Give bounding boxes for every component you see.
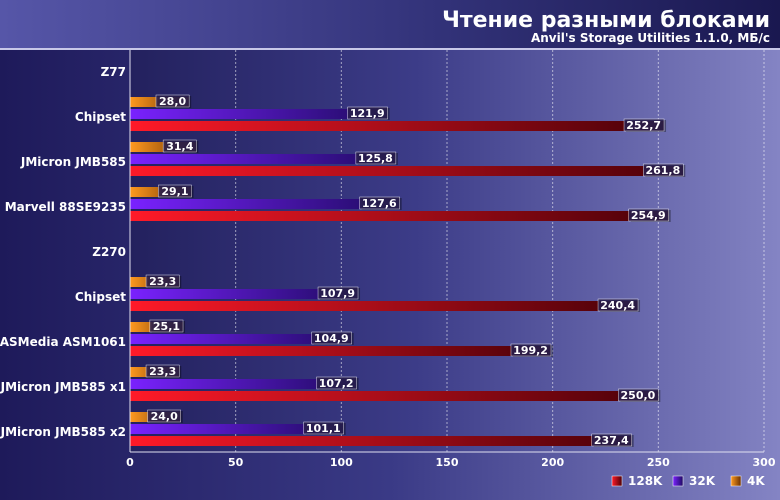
value-label: 101,1 xyxy=(306,422,341,435)
value-label-box xyxy=(628,208,669,222)
category-label: Z77 xyxy=(101,65,126,79)
value-label-box xyxy=(597,298,639,312)
value-label-box xyxy=(147,409,181,423)
legend-swatch-32k xyxy=(672,475,684,487)
x-tick-label: 50 xyxy=(228,456,244,469)
bar-128k xyxy=(130,391,659,401)
x-tick-labels: 0 50 100 150 200 250 300 xyxy=(126,456,776,469)
legend-label-4k: 4K xyxy=(747,474,765,488)
value-label: 237,4 xyxy=(594,434,629,447)
bar-32k xyxy=(130,154,396,164)
category-label: Z270 xyxy=(92,245,126,259)
bar-128k xyxy=(130,436,632,446)
x-tick-label: 250 xyxy=(647,456,670,469)
value-label: 254,9 xyxy=(631,209,666,222)
bar-32k xyxy=(130,379,357,389)
value-label-box xyxy=(158,184,192,198)
bar-32k xyxy=(130,424,344,434)
category-label: Marvell 88SE9235 xyxy=(5,200,126,214)
value-label-box xyxy=(347,106,388,120)
value-label-box xyxy=(643,163,684,177)
category-labels: Z77 Chipset JMicron JMB585 Marvell 88SE9235… xyxy=(0,65,126,439)
value-label-box xyxy=(355,151,397,165)
value-label: 25,1 xyxy=(153,320,180,333)
value-label: 252,7 xyxy=(626,119,661,132)
x-tick-label: 0 xyxy=(126,456,134,469)
x-tick-label: 100 xyxy=(330,456,353,469)
bar-32k xyxy=(130,109,388,119)
value-label-box xyxy=(623,118,665,132)
value-label-box xyxy=(149,319,184,333)
legend-swatch-128k xyxy=(611,475,623,487)
x-tick-label: 300 xyxy=(753,456,776,469)
value-label-box xyxy=(155,94,190,108)
value-label-box xyxy=(162,139,197,153)
bar-128k xyxy=(130,121,665,131)
legend-swatch-4k xyxy=(730,475,742,487)
value-label: 29,1 xyxy=(161,185,188,198)
value-label-box xyxy=(317,286,359,300)
bar-128k xyxy=(130,301,639,311)
value-label: 23,3 xyxy=(149,365,176,378)
legend-label-32k: 32K xyxy=(689,474,716,488)
category-label: JMicron JMB585 x1 xyxy=(0,380,126,394)
value-label-box xyxy=(145,274,180,288)
value-label: 28,0 xyxy=(159,95,186,108)
value-label-box xyxy=(591,433,632,447)
value-label-box xyxy=(303,421,344,435)
value-label: 121,9 xyxy=(350,107,385,120)
value-label: 24,0 xyxy=(151,410,178,423)
value-label: 104,9 xyxy=(314,332,349,345)
value-label-box xyxy=(316,376,357,390)
bar-32k xyxy=(130,199,400,209)
header-divider xyxy=(0,48,780,50)
header-band xyxy=(0,0,780,48)
category-label: ASMedia ASM1061 xyxy=(0,335,126,349)
legend: 128K 32K 4K xyxy=(611,474,765,488)
value-label-box xyxy=(145,364,180,378)
bar-128k xyxy=(130,166,684,176)
chart-subtitle: Anvil's Storage Utilities 1.1.0, МБ/с xyxy=(531,31,770,45)
bar-128k xyxy=(130,346,551,356)
chart-title: Чтение разными блоками xyxy=(442,8,770,33)
bar-32k xyxy=(130,289,359,299)
x-tick-label: 150 xyxy=(436,456,459,469)
value-label-box xyxy=(311,331,352,345)
legend-label-128k: 128K xyxy=(628,474,663,488)
category-label: JMicron JMB585 xyxy=(20,155,126,169)
value-label: 125,8 xyxy=(358,152,393,165)
bars: 28,0 31,4 29,1 23,3 25,1 23,3 24,0 121,9 125,8 12… xyxy=(130,94,686,447)
value-label: 23,3 xyxy=(149,275,176,288)
value-label-box xyxy=(510,343,552,357)
value-label: 199,2 xyxy=(513,344,548,357)
x-tick-label: 200 xyxy=(541,456,564,469)
bar-128k xyxy=(130,211,669,221)
value-label: 240,4 xyxy=(600,299,635,312)
value-label: 107,9 xyxy=(320,287,355,300)
category-label: JMicron JMB585 x2 xyxy=(0,425,126,439)
category-label: Chipset xyxy=(75,110,126,124)
value-label: 250,0 xyxy=(621,389,656,402)
value-label: 31,4 xyxy=(166,140,193,153)
bar-32k xyxy=(130,334,352,344)
category-label: Chipset xyxy=(75,290,126,304)
value-label: 261,8 xyxy=(645,164,680,177)
grid-lines xyxy=(235,50,765,452)
value-label: 127,6 xyxy=(362,197,397,210)
value-label-box xyxy=(618,388,659,402)
value-label: 107,2 xyxy=(319,377,354,390)
value-label-box xyxy=(359,196,400,210)
